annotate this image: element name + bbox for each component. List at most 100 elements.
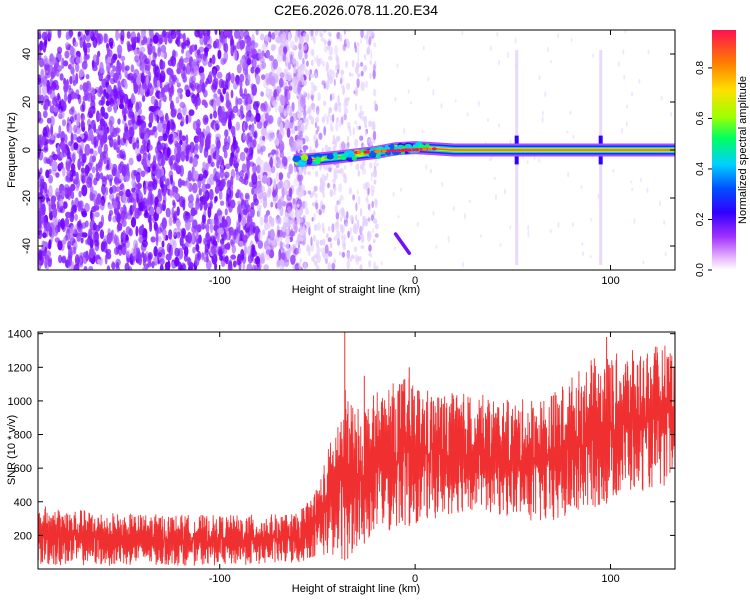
noise-cell — [55, 187, 60, 198]
noise-cell — [69, 233, 74, 243]
noise-cell — [65, 31, 70, 41]
noise-cell — [132, 119, 139, 130]
signal-blob — [376, 152, 381, 159]
noise-cell — [66, 169, 73, 176]
noise-cell — [281, 187, 285, 199]
noise-cell — [142, 158, 148, 168]
noise-cell — [251, 264, 257, 270]
noise-cell — [571, 221, 574, 228]
noise-cell — [131, 191, 138, 201]
noise-cell — [161, 95, 167, 102]
noise-cell — [340, 141, 346, 151]
noise-cell — [612, 168, 615, 173]
noise-cell — [299, 106, 303, 114]
noise-cell — [370, 30, 374, 37]
noise-cell — [144, 209, 149, 217]
noise-cell — [215, 96, 221, 107]
noise-cell — [119, 149, 123, 159]
noise-cell — [233, 82, 238, 90]
noise-cell — [261, 50, 265, 57]
signal-blob — [404, 148, 410, 152]
noise-cell — [647, 49, 650, 55]
noise-cell — [104, 33, 109, 44]
noise-cell — [312, 105, 316, 113]
signal-blob — [386, 149, 392, 153]
noise-cell — [38, 57, 45, 68]
noise-cell — [361, 110, 364, 116]
noise-cell — [245, 155, 250, 162]
noise-cell — [273, 44, 277, 50]
noise-cell — [625, 121, 628, 127]
noise-cell — [80, 237, 84, 244]
noise-cell — [319, 239, 323, 246]
noise-cell — [493, 176, 496, 181]
noise-cell — [269, 228, 275, 241]
noise-cell — [167, 32, 173, 44]
noise-cell — [313, 212, 316, 222]
noise-cell — [373, 179, 377, 185]
noise-cell — [241, 216, 247, 227]
noise-cell — [303, 108, 307, 119]
noise-cell — [39, 186, 43, 196]
noise-cell — [374, 233, 379, 238]
noise-cell — [84, 143, 91, 156]
noise-cell — [147, 180, 153, 188]
noise-cell — [341, 251, 346, 258]
noise-cell — [341, 234, 344, 240]
noise-cell — [557, 221, 560, 228]
noise-cell — [133, 239, 138, 249]
noise-cell — [239, 86, 243, 97]
noise-cell — [343, 30, 346, 35]
noise-cell — [107, 49, 113, 58]
noise-cell — [217, 88, 222, 95]
noise-cell — [301, 94, 306, 105]
noise-cell — [76, 136, 83, 143]
noise-cell — [250, 46, 256, 56]
noise-cell — [302, 184, 306, 191]
noise-cell — [97, 145, 102, 155]
noise-cell — [126, 167, 130, 177]
noise-cell — [101, 183, 106, 195]
noise-cell — [64, 134, 68, 143]
noise-cell — [72, 80, 77, 87]
noise-cell — [360, 245, 365, 250]
noise-cell — [106, 64, 111, 74]
noise-cell — [215, 136, 221, 148]
noise-cell — [230, 199, 236, 209]
noise-cell — [300, 139, 304, 150]
noise-cell — [289, 230, 296, 237]
noise-cell — [317, 92, 321, 102]
streak-mark — [393, 232, 412, 255]
noise-cell — [66, 147, 71, 160]
noise-cell — [270, 201, 274, 208]
noise-cell — [51, 160, 58, 171]
noise-cell — [271, 149, 277, 155]
noise-cell — [290, 210, 295, 219]
noise-cell — [166, 242, 172, 253]
noise-cell — [243, 88, 247, 97]
noise-cell — [301, 76, 305, 83]
noise-cell — [226, 187, 232, 199]
noise-cell — [141, 224, 145, 231]
noise-cell — [289, 40, 295, 49]
noise-cell — [506, 51, 509, 59]
noise-cell — [176, 67, 181, 75]
noise-cell — [121, 164, 127, 177]
noise-cell — [410, 101, 412, 105]
noise-cell — [61, 256, 66, 264]
noise-cell — [315, 239, 320, 249]
noise-cell — [120, 34, 124, 45]
noise-cell — [292, 66, 297, 74]
noise-cell — [340, 69, 345, 76]
colorbar-tick-label: 0.2 — [695, 212, 706, 226]
noise-cell — [55, 172, 60, 178]
noise-cell — [216, 71, 223, 79]
noise-cell — [56, 133, 61, 139]
noise-cell — [262, 43, 266, 51]
noise-cell — [327, 40, 332, 47]
noise-cell — [77, 31, 81, 37]
noise-cell — [172, 132, 178, 144]
noise-cell — [117, 135, 121, 146]
noise-cell — [373, 161, 377, 170]
noise-cell — [527, 225, 530, 231]
